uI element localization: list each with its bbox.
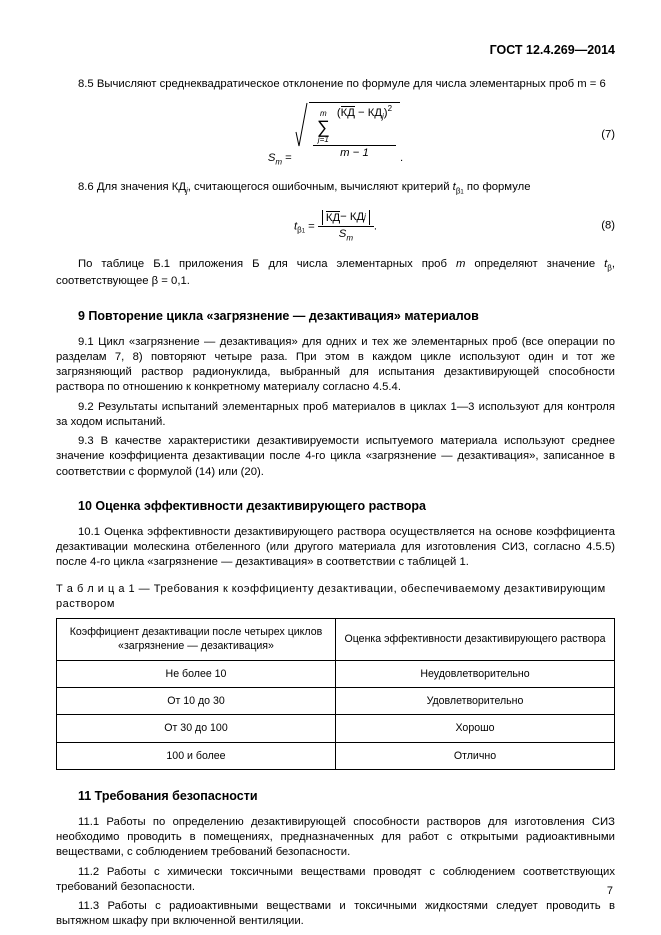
- table-cell: Неудовлетворительно: [336, 660, 615, 687]
- table-cell: От 10 до 30: [57, 688, 336, 715]
- document-id: ГОСТ 12.4.269—2014: [56, 42, 615, 59]
- paragraph-8-6: 8.6 Для значения КДj, считающегося ошибо…: [56, 180, 615, 197]
- p86-a: 8.6 Для значения КД: [78, 181, 186, 193]
- table-cell: Хорошо: [336, 715, 615, 742]
- formula7-minus: − КД: [355, 107, 382, 119]
- p86-b: , считающегося ошибочным, вычисляют крит…: [188, 181, 453, 193]
- sqrt-icon: m ∑ j=1 (КД − КДj)2 m − 1: [295, 102, 400, 161]
- p86-c: по формуле: [464, 181, 531, 193]
- formula8-kd-bar: КД: [326, 211, 340, 224]
- formula7-dot: .: [400, 152, 403, 164]
- table-row: 100 и более Отлично: [57, 742, 615, 769]
- paragraph-9-1: 9.1 Цикл «загрязнение — дезактивация» дл…: [56, 335, 615, 396]
- formula7-kd-sub: j: [382, 112, 384, 121]
- paragraph-after-8: По таблице Б.1 приложения Б для числа эл…: [56, 257, 615, 289]
- table-header-2: Оценка эффективности дезактивирующего ра…: [336, 619, 615, 661]
- section-11-title: 11 Требования безопасности: [78, 788, 615, 805]
- table-header-1: Коэффициент дезактивации после четырех ц…: [57, 619, 336, 661]
- after8-b: определяют значение: [465, 258, 604, 270]
- table-1-caption: Т а б л и ц а 1 — Требования к коэффицие…: [56, 582, 615, 612]
- table-cell: От 30 до 100: [57, 715, 336, 742]
- table-cell: Не более 10: [57, 660, 336, 687]
- paragraph-11-1: 11.1 Работы по определению дезактивирующ…: [56, 815, 615, 861]
- page-number: 7: [607, 884, 613, 899]
- formula8-dot: .: [374, 220, 377, 232]
- formula7-sq: 2: [388, 104, 392, 113]
- paragraph-8-5: 8.5 Вычисляют среднеквадратическое откло…: [56, 77, 615, 92]
- formula8-eq: =: [305, 220, 318, 232]
- formula7-eq: =: [282, 152, 295, 164]
- document-page: ГОСТ 12.4.269—2014 8.5 Вычисляют среднек…: [0, 0, 661, 935]
- table-cell: Удовлетворительно: [336, 688, 615, 715]
- table-header-row: Коэффициент дезактивации после четырех ц…: [57, 619, 615, 661]
- table-cell: Отлично: [336, 742, 615, 769]
- section-9-title: 9 Повторение цикла «загрязнение — дезакт…: [78, 308, 615, 325]
- formula8-den-sub: m: [346, 233, 353, 242]
- paragraph-11-3: 11.3 Работы с радиоактивными веществами …: [56, 899, 615, 930]
- table-cell: 100 и более: [57, 742, 336, 769]
- formula-number-7: (7): [601, 128, 615, 143]
- after8-a: По таблице Б.1 приложения Б для числа эл…: [78, 258, 456, 270]
- table-row: Не более 10 Неудовлетворительно: [57, 660, 615, 687]
- paragraph-9-2: 9.2 Результаты испытаний элементарных пр…: [56, 400, 615, 431]
- formula-7: Sm = m ∑ j=1 (: [56, 102, 615, 168]
- table-1: Коэффициент дезактивации после четырех ц…: [56, 618, 615, 770]
- table-row: От 10 до 30 Удовлетворительно: [57, 688, 615, 715]
- formula7-den: m − 1: [313, 146, 396, 159]
- sigma-icon: ∑: [317, 118, 330, 136]
- paragraph-10-1: 10.1 Оценка эффективности дезактивирующе…: [56, 525, 615, 571]
- formula7-kd-bar: КД: [341, 106, 355, 119]
- formula-8: tβ1 = КД − КДj Sm . (8): [56, 207, 615, 245]
- formula8-kd-sub: j: [364, 212, 366, 222]
- formula-number-8: (8): [601, 219, 615, 234]
- formula7-sum-bot: j=1: [318, 136, 329, 144]
- paragraph-11-2: 11.2 Работы с химически токсичными вещес…: [56, 865, 615, 896]
- paragraph-9-3: 9.3 В качестве характеристики дезактивир…: [56, 434, 615, 480]
- formula8-minus: − КД: [340, 210, 364, 225]
- after8-m: m: [456, 258, 465, 270]
- table-row: От 30 до 100 Хорошо: [57, 715, 615, 742]
- section-10-title: 10 Оценка эффективности дезактивирующего…: [78, 498, 615, 515]
